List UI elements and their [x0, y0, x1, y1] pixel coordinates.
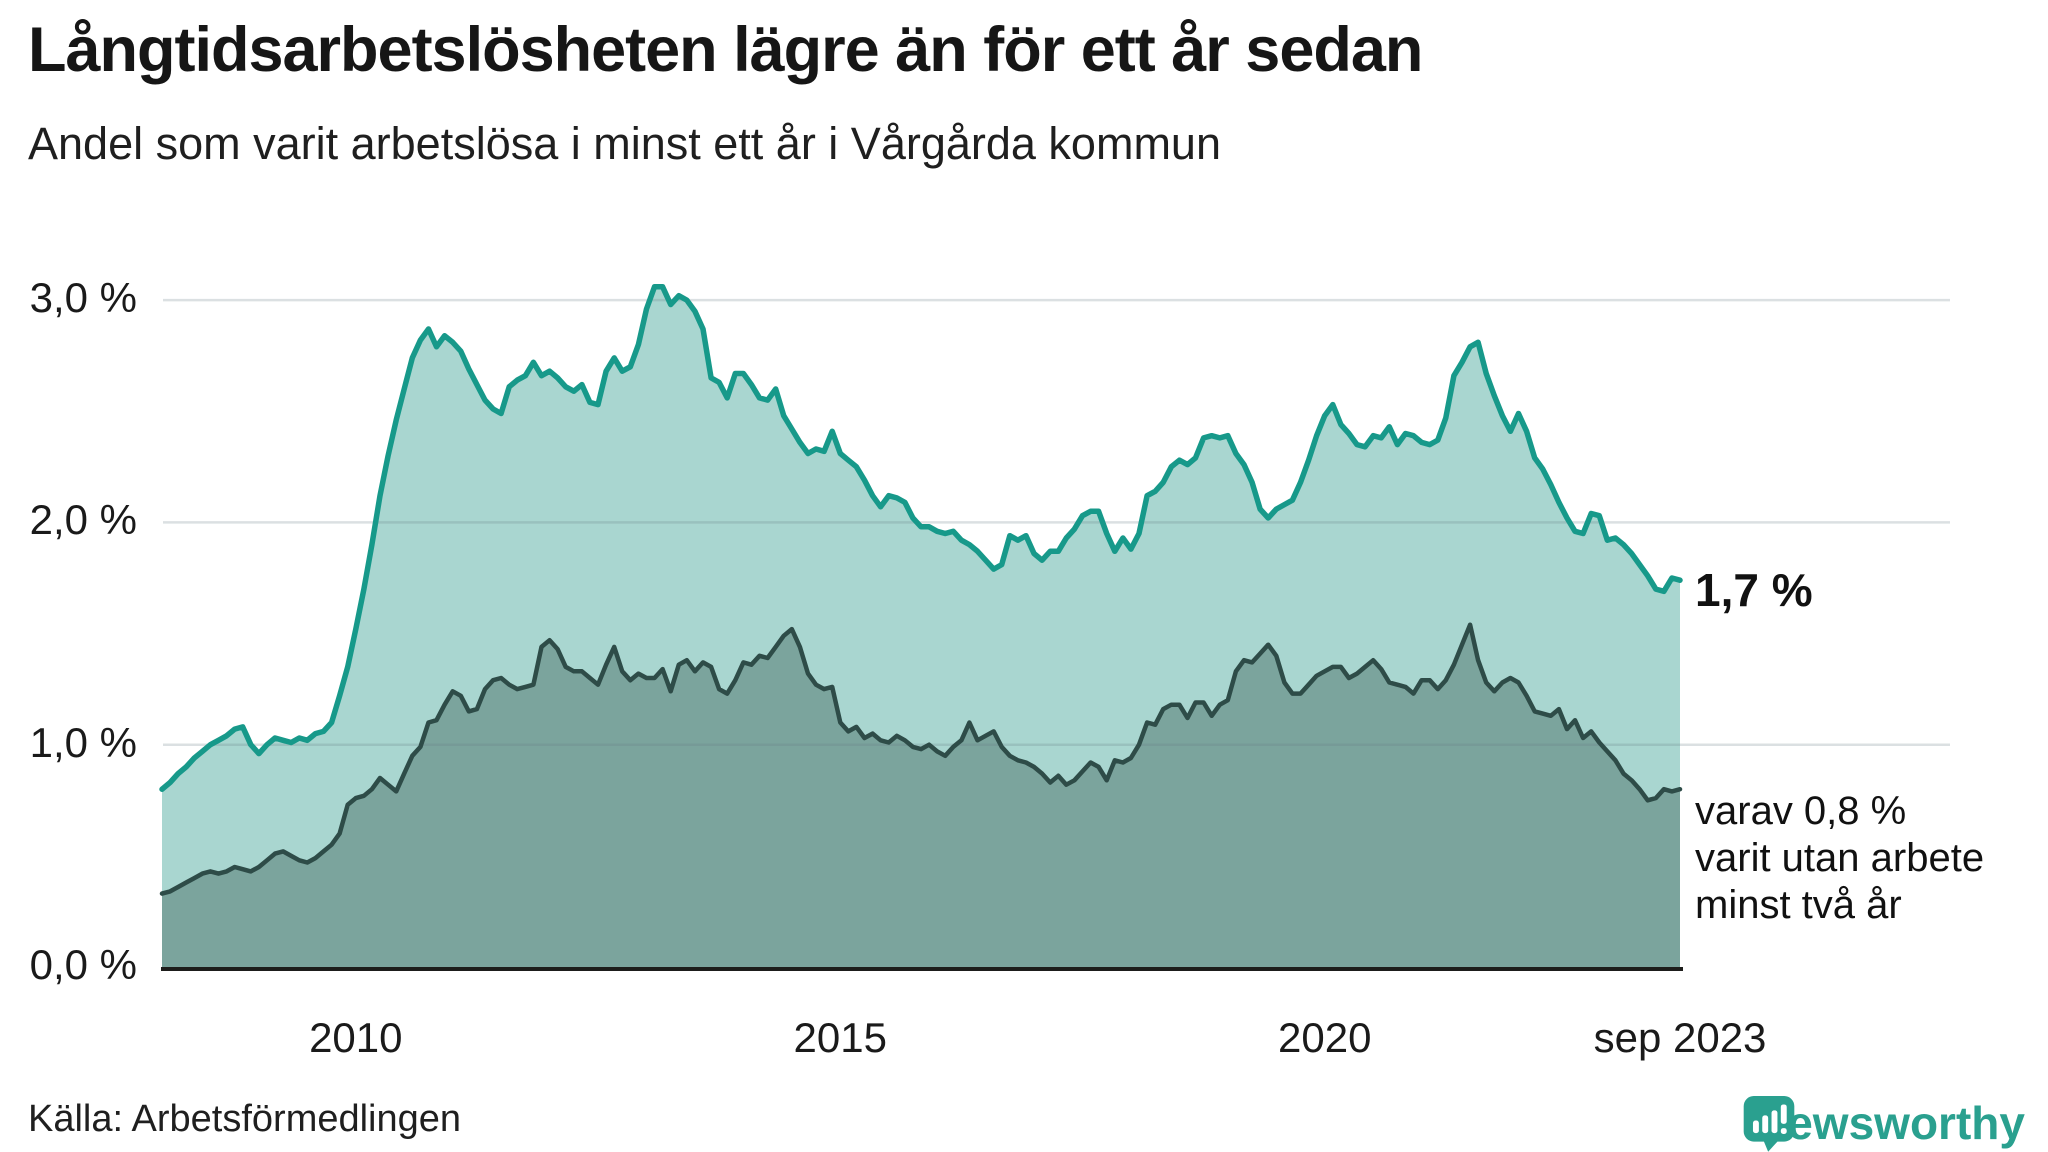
gridlines [163, 298, 1950, 746]
two-year-annotation-line1: varav 0,8 % [1695, 789, 1907, 833]
y-axis-label-3: 3,0 % [29, 274, 137, 322]
newsworthy-logo-icon [1743, 1096, 1795, 1152]
y-axis-label-2: 2,0 % [29, 496, 137, 544]
area-fill-two-years [162, 624, 1680, 967]
x-axis-label-sep-2023: sep 2023 [1593, 1014, 1767, 1061]
line-two-years [159, 622, 1683, 896]
x-axis-label-2020: 2020 [1278, 1014, 1372, 1061]
page-subtitle: Andel som varit arbetslösa i minst ett å… [28, 118, 1221, 169]
latest-value-label: 1,7 % [1695, 564, 1813, 616]
two-year-annotation-line2: varit utan arbete [1695, 836, 1985, 881]
y-axis-label-0: 0,0 % [29, 941, 137, 988]
newsworthy-logo-text: Newsworthy [1754, 1097, 2025, 1149]
newsworthy-logo: Newsworthy [1742, 1094, 2025, 1152]
x-axis-label-2015: 2015 [793, 1014, 887, 1061]
page-title: Långtidsarbetslösheten lägre än för ett … [28, 15, 1423, 85]
two-year-annotation: varav 0,8 % varit utan arbete minst två … [1695, 788, 1984, 930]
two-year-annotation-line3: minst två år [1695, 883, 1902, 928]
x-axis-label-2010: 2010 [309, 1014, 403, 1061]
source-credit: Källa: Arbetsförmedlingen [28, 1098, 462, 1140]
line-one-year [159, 284, 1683, 792]
y-axis-label-1: 1,0 % [29, 718, 137, 766]
